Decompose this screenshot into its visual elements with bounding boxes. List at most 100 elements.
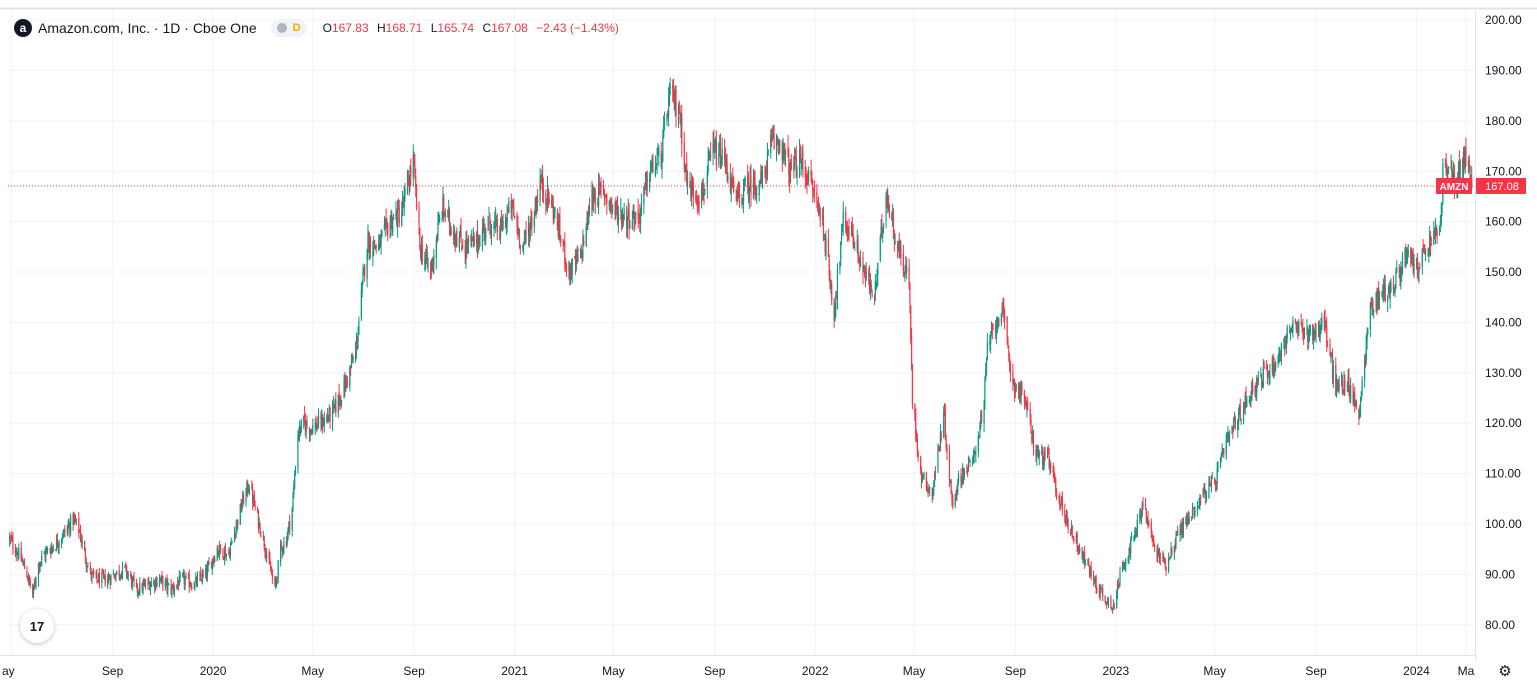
candle-body xyxy=(789,159,792,181)
candle-body xyxy=(164,580,166,589)
candle-body xyxy=(1452,171,1455,176)
time-axis[interactable]: ay Sep 2020 May Sep 2021 May Sep 2022 May Sep 2023 M… xyxy=(2,664,1475,678)
candle-body xyxy=(1061,497,1063,509)
candle-body xyxy=(824,237,826,252)
candle-body xyxy=(354,350,357,361)
candle-body xyxy=(925,472,928,489)
candle-body xyxy=(1365,337,1367,360)
gear-icon[interactable]: ⚙ xyxy=(1498,663,1512,680)
candle-body xyxy=(358,321,360,335)
candle-body xyxy=(239,504,241,525)
candle-body xyxy=(1083,551,1086,564)
candle-body xyxy=(166,578,168,589)
candle-body xyxy=(50,550,52,554)
candle-body xyxy=(640,202,643,212)
candle-body xyxy=(1116,592,1118,609)
candle-body xyxy=(288,521,290,529)
candle-body xyxy=(928,486,930,490)
candle-body xyxy=(1113,605,1115,607)
candle-body xyxy=(135,582,138,584)
candle-body xyxy=(568,261,570,271)
candle-body xyxy=(155,579,157,587)
candle-body xyxy=(985,359,988,373)
candle-body xyxy=(391,215,393,230)
candle-body xyxy=(684,166,686,170)
candle-body xyxy=(1214,481,1217,485)
y-tick-label: 80.00 xyxy=(1485,618,1515,632)
candle-body xyxy=(1127,557,1129,562)
candle-body xyxy=(1324,318,1326,330)
candle-body xyxy=(963,468,965,477)
data-mode-pill[interactable]: D xyxy=(270,19,307,37)
candle-body xyxy=(95,573,97,575)
candle-body xyxy=(420,247,422,258)
tradingview-logo-icon[interactable]: 17 xyxy=(20,609,54,643)
candle-body xyxy=(639,208,642,224)
candle-body xyxy=(337,394,339,414)
candle-body xyxy=(185,575,187,578)
candle-body xyxy=(692,182,694,198)
candle-body xyxy=(149,585,152,591)
candle-body xyxy=(1315,331,1317,335)
candle-body xyxy=(1188,518,1190,525)
candle-body xyxy=(396,210,398,225)
symbol-title[interactable]: Amazon.com, Inc. · 1D · Cboe One xyxy=(38,20,257,36)
candle-body xyxy=(667,111,669,118)
candle-body xyxy=(656,157,658,165)
candle-body xyxy=(1280,343,1283,357)
candle-body xyxy=(148,582,150,584)
candle-body xyxy=(1096,588,1098,590)
candle-body xyxy=(1202,488,1204,497)
candle-body xyxy=(1225,440,1227,456)
candle-body xyxy=(605,194,607,199)
candle-body xyxy=(906,267,908,271)
candle-body xyxy=(1372,299,1374,312)
candle-body xyxy=(1020,385,1022,397)
candle-body xyxy=(490,232,493,236)
low-value: 165.74 xyxy=(437,21,475,35)
candle-body xyxy=(298,425,301,436)
candle-body xyxy=(328,407,330,418)
candle-body xyxy=(822,217,825,240)
candle-body xyxy=(978,435,980,438)
candle-body xyxy=(262,535,264,537)
candle-body xyxy=(804,166,806,178)
candle-body xyxy=(97,580,99,583)
candle-body xyxy=(367,234,369,252)
candle-body xyxy=(1419,266,1421,268)
candle-body xyxy=(1014,390,1016,392)
candle-body xyxy=(165,580,167,582)
candle-body xyxy=(386,221,388,225)
candle-body xyxy=(1191,516,1193,518)
candle-body xyxy=(765,168,767,174)
candle-body xyxy=(644,182,647,185)
candle-body xyxy=(508,201,510,213)
candle-body xyxy=(972,455,974,462)
candle-body xyxy=(275,582,277,585)
candle-body xyxy=(789,174,791,183)
candle-body xyxy=(888,205,890,215)
candle-body xyxy=(121,571,123,578)
x-tick-label: 2020 xyxy=(200,664,227,678)
candle-body xyxy=(1002,307,1004,309)
candle-body xyxy=(269,556,271,565)
candle-body xyxy=(812,186,814,191)
candle-body xyxy=(1309,324,1311,335)
candle-body xyxy=(796,174,798,176)
candle-body xyxy=(368,232,370,253)
candle-body xyxy=(685,166,687,171)
candle-body xyxy=(681,116,683,145)
x-tick-label: May xyxy=(602,664,625,678)
candle-body xyxy=(1090,567,1092,576)
candle-body xyxy=(917,451,919,457)
candle-body xyxy=(1394,286,1396,293)
candle-body xyxy=(747,181,750,198)
candle-body xyxy=(1358,409,1360,419)
candle-body xyxy=(1256,378,1258,394)
price-axis[interactable]: 80.00 90.00 100.00 110.00 120.00 130.00 140.00… xyxy=(1485,13,1522,632)
candle-body xyxy=(116,570,118,575)
candle-body xyxy=(70,516,72,534)
candle-body xyxy=(1222,447,1224,450)
candle-body xyxy=(424,259,426,265)
